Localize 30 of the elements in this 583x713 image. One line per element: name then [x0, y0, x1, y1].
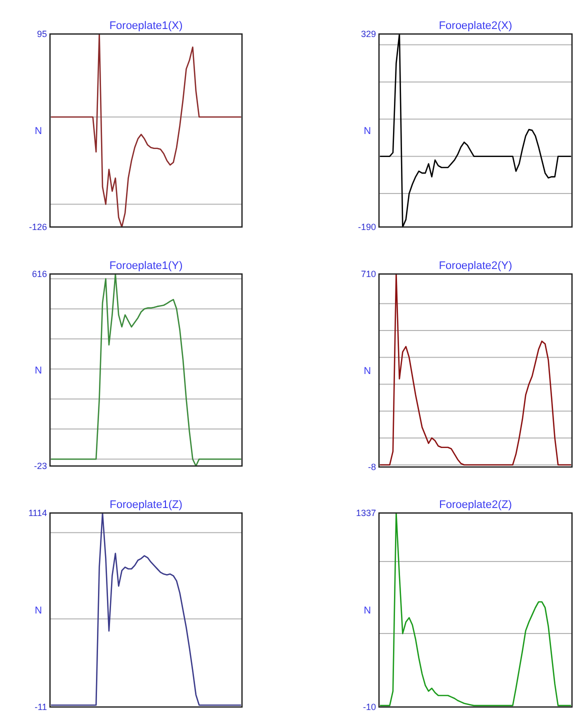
- y-tick-label: 616: [32, 269, 47, 280]
- y-tick-label: 1337: [356, 508, 376, 518]
- y-axis-title: N: [364, 606, 371, 616]
- line-series: [50, 33, 242, 228]
- y-tick-label: 95: [36, 29, 47, 40]
- y-tick-label: -10: [362, 702, 376, 712]
- chart-title: Foroeplate1(Z): [110, 499, 182, 511]
- line-series: [379, 33, 572, 228]
- y-tick-label: -190: [358, 222, 376, 232]
- line-series: [379, 273, 572, 466]
- line-series: [50, 273, 242, 467]
- y-tick-label: -11: [34, 702, 47, 712]
- y-axis-title: N: [34, 366, 42, 376]
- chart-title: Foroeplate1(X): [109, 20, 183, 32]
- y-tick-label: 710: [360, 269, 376, 280]
- y-axis-title: N: [364, 366, 371, 377]
- chart-title: Foroeplate1(Y): [109, 260, 183, 272]
- y-axis-title: N: [34, 126, 42, 137]
- y-axis-title: N: [34, 606, 42, 616]
- y-tick-label: 1114: [28, 508, 47, 518]
- chart-title: Foroeplate2(X): [438, 20, 512, 32]
- y-tick-label: -126: [28, 222, 47, 232]
- y-tick-label: 329: [360, 29, 376, 40]
- line-series: [50, 512, 242, 706]
- y-axis-title: N: [364, 126, 371, 137]
- chart-title: Foroeplate2(Y): [438, 260, 512, 272]
- line-series: [379, 512, 572, 706]
- chart-title: Foroeplate2(Z): [439, 499, 512, 511]
- y-tick-label: -23: [34, 461, 47, 472]
- y-tick-label: -8: [368, 462, 376, 472]
